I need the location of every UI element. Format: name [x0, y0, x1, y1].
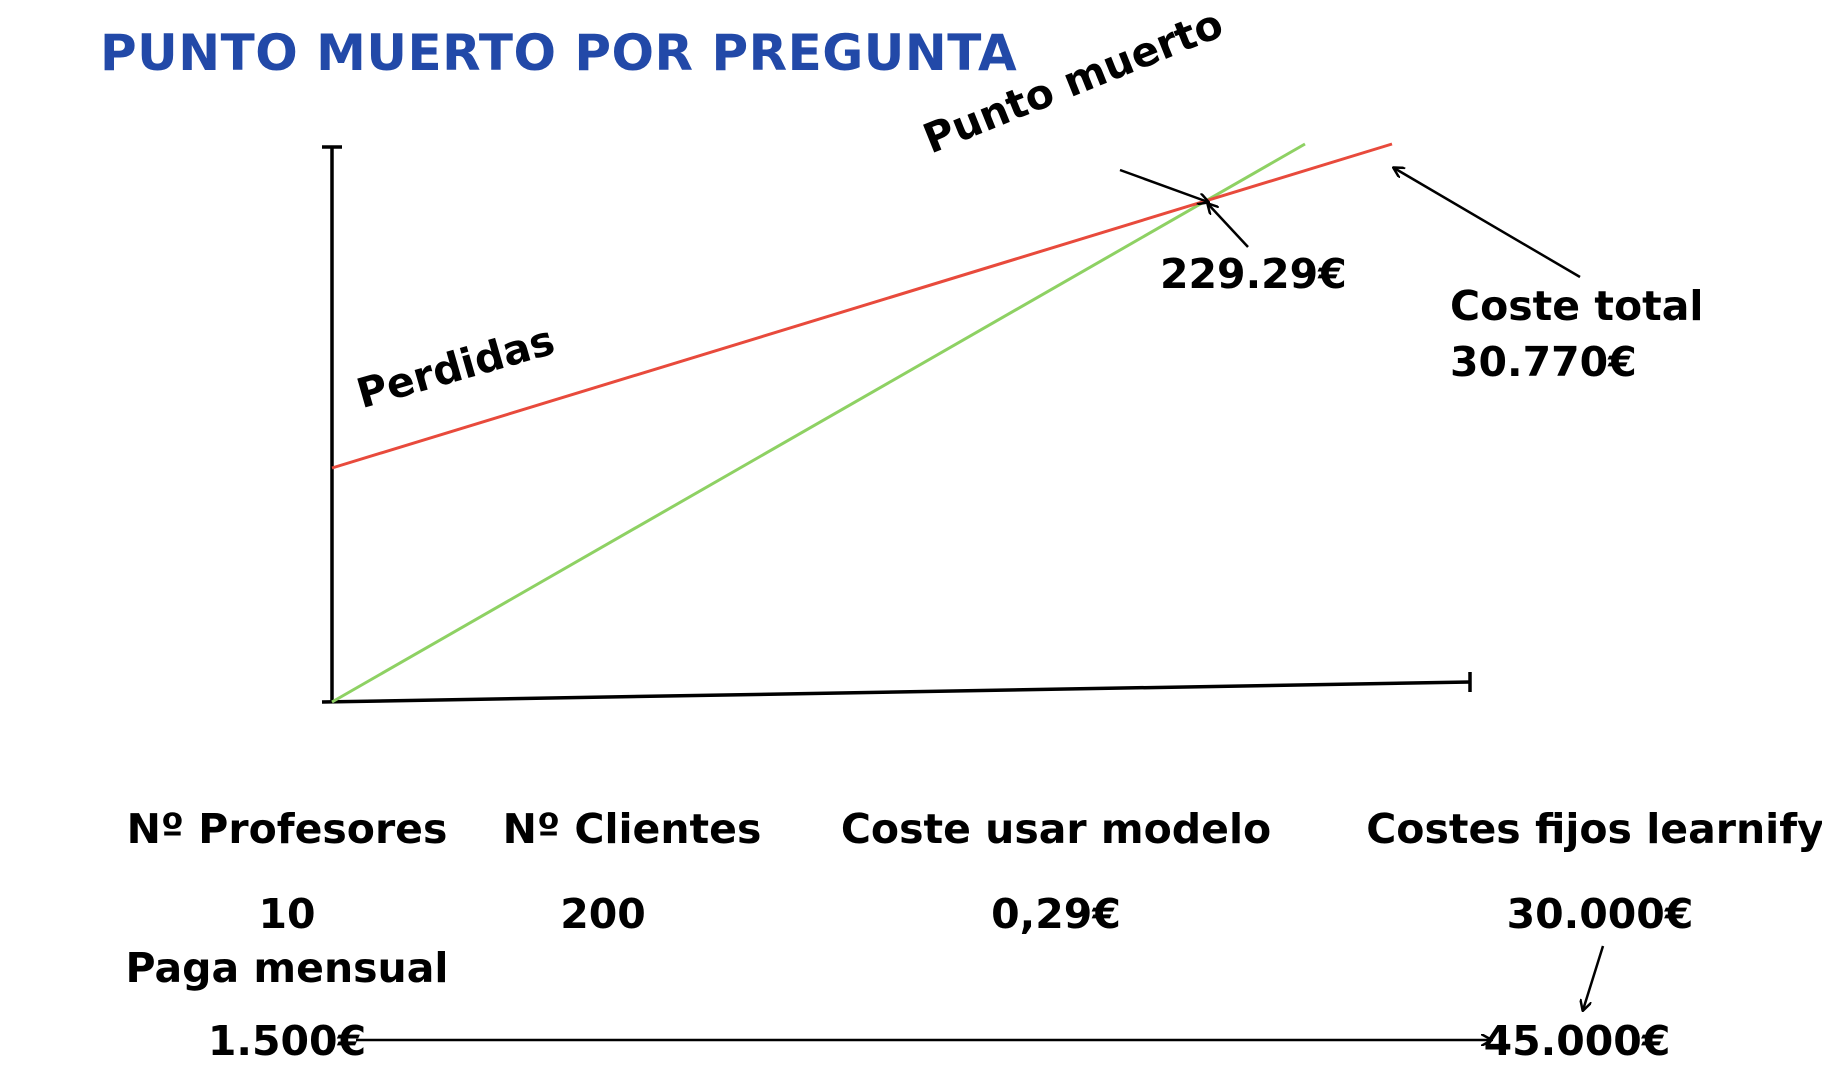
total-cost-arrow — [1394, 168, 1581, 279]
total-cost-line — [331, 142, 1393, 470]
fixed-costs-arrow — [1583, 945, 1605, 1010]
page-title: PUNTO MUERTO POR PREGUNTA — [100, 24, 1018, 82]
break-even-arrow-from-label — [1119, 168, 1208, 202]
total-cost-value: 30.770€ — [1450, 338, 1637, 386]
total-cost-label: Coste total — [1450, 282, 1704, 330]
paga-mensual-value: 1.500€ — [207, 1017, 367, 1065]
header-costes-fijos: Costes fijos learnify — [1366, 805, 1822, 853]
x-axis — [321, 680, 1471, 704]
header-profesores: Nº Profesores — [126, 805, 448, 853]
paga-mensual-label: Paga mensual — [125, 944, 449, 992]
value-profesores: 10 — [258, 890, 316, 938]
value-clientes: 200 — [560, 890, 646, 938]
header-clientes: Nº Clientes — [502, 805, 762, 853]
break-even-value-arrow — [1208, 204, 1249, 248]
value-coste-modelo: 0,29€ — [991, 890, 1121, 938]
break-even-value: 229.29€ — [1160, 250, 1347, 298]
value-costes-fijos: 30.000€ — [1506, 890, 1694, 938]
revenue-line — [331, 142, 1306, 704]
header-coste-modelo: Coste usar modelo — [840, 805, 1272, 853]
chart-axes — [321, 145, 1472, 704]
total-income-value: 45.000€ — [1483, 1017, 1671, 1065]
